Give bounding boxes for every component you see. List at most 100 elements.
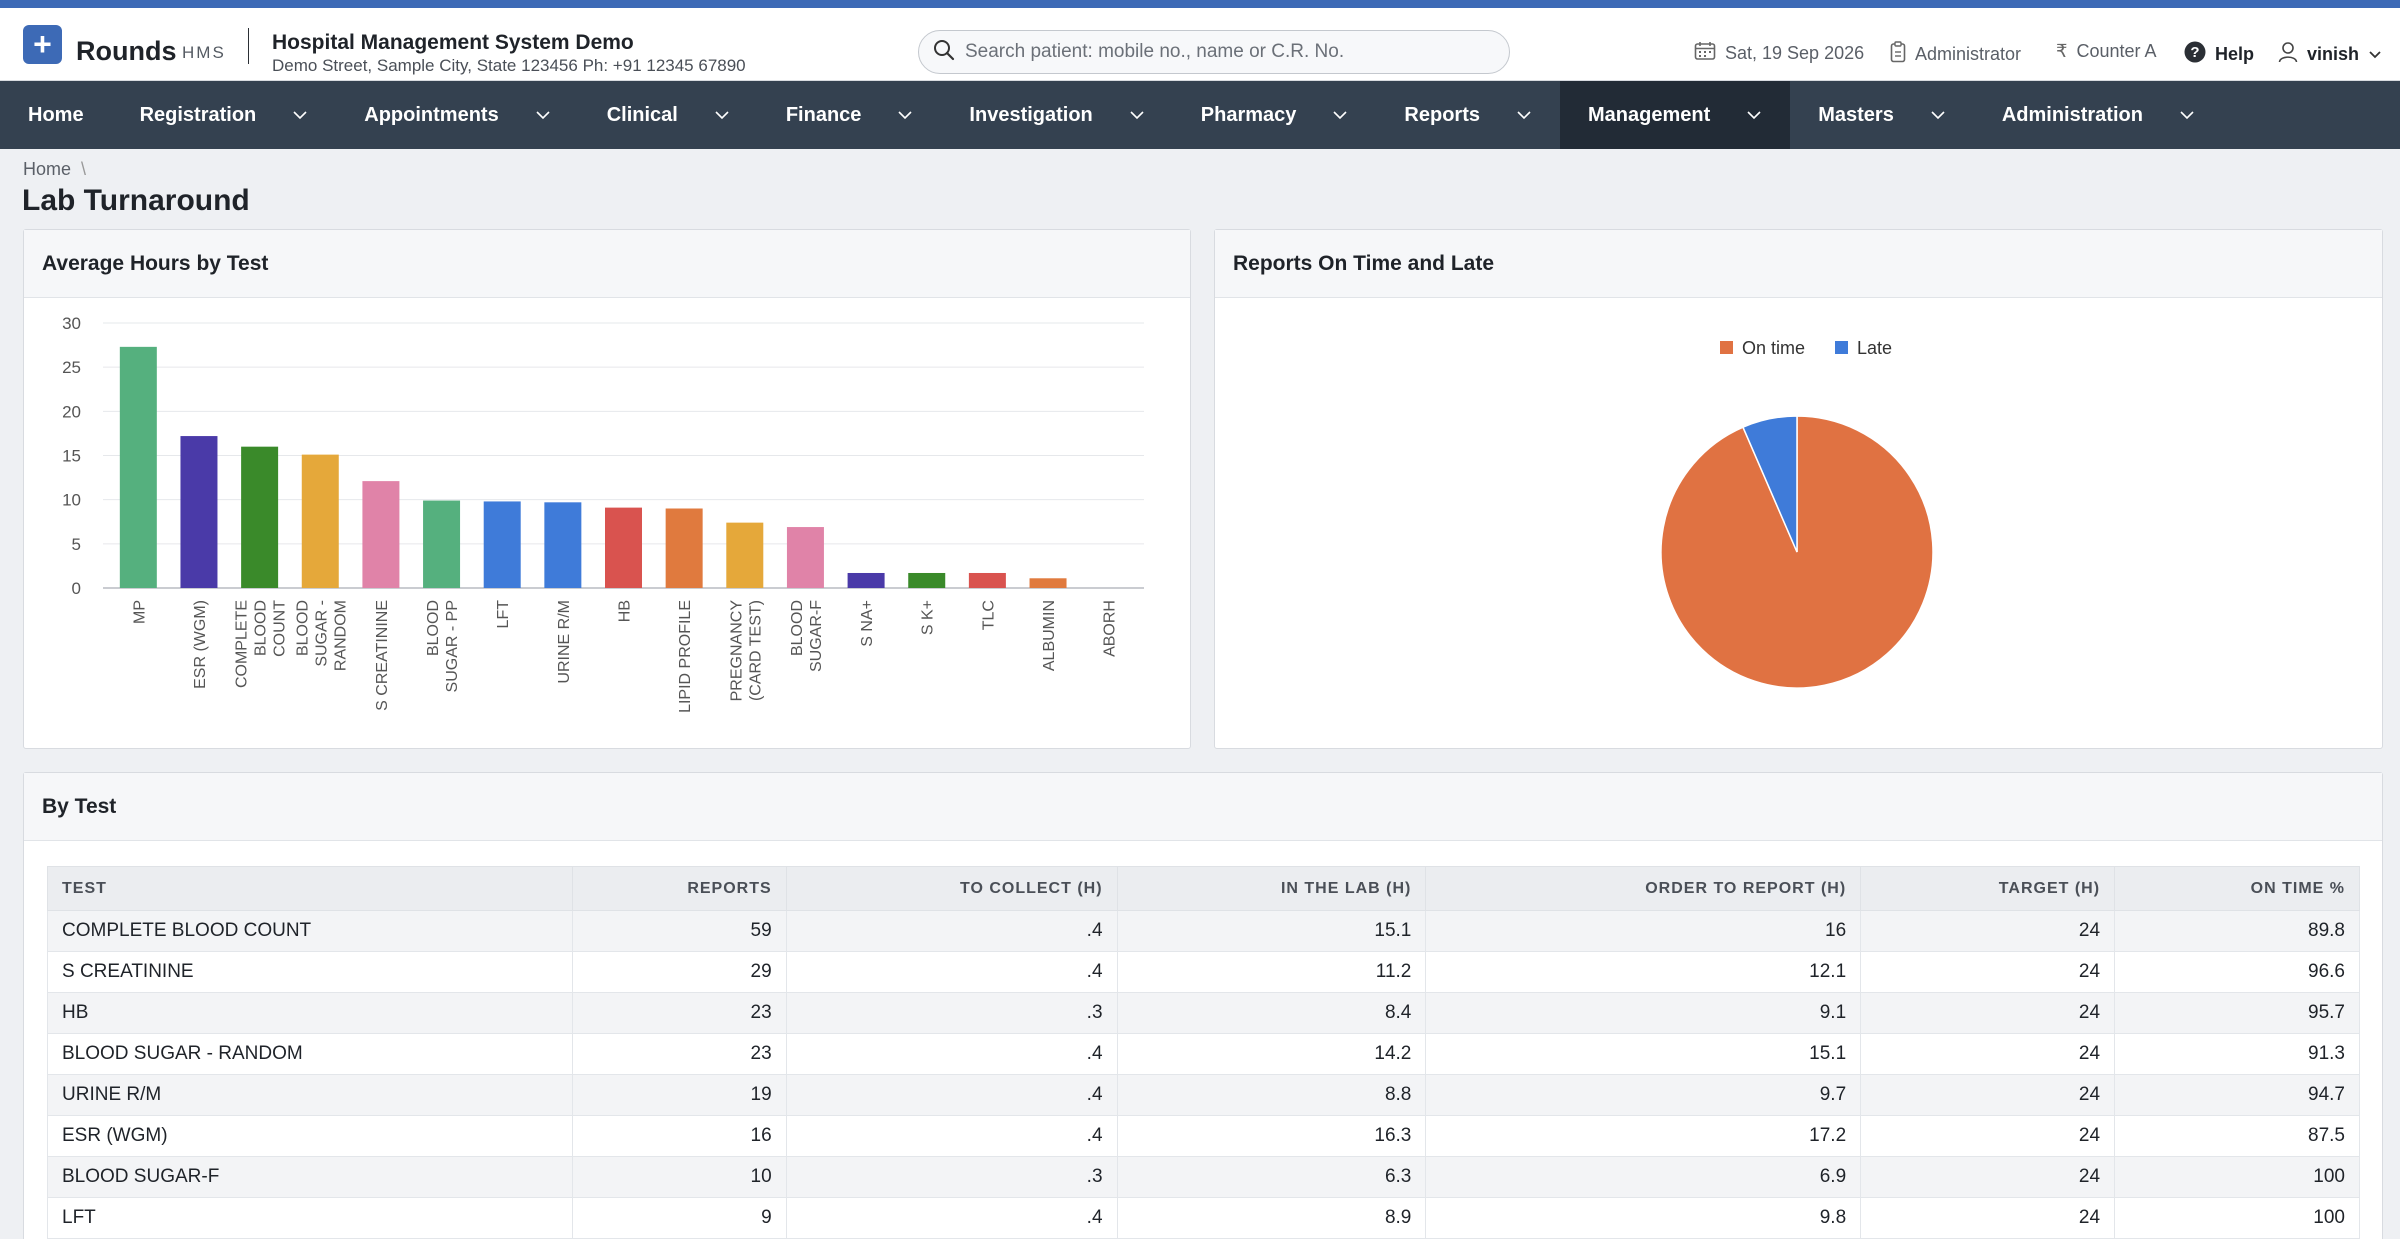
cell-to-collect-h: .4 xyxy=(785,1033,1118,1075)
column-header-test[interactable]: TEST xyxy=(47,866,573,911)
cell-reports: 23 xyxy=(571,992,787,1034)
bar-blood-sugar-random[interactable] xyxy=(301,454,339,588)
cell-order-to-report-h: 16 xyxy=(1425,910,1862,952)
cell-in-the-lab-h: 8.8 xyxy=(1116,1074,1427,1116)
x-tick-label: TLC xyxy=(980,600,997,630)
help-text: Help xyxy=(2215,44,2255,64)
bar-blood-sugar-pp[interactable] xyxy=(423,500,461,588)
bar-blood-sugar-f[interactable] xyxy=(786,527,824,588)
nav-item-label: Administration xyxy=(2001,103,2143,126)
bar-tlc[interactable] xyxy=(968,572,1006,588)
table-body: COMPLETE BLOOD COUNT 59.4 15.1 16 24 89.8 S CR… xyxy=(47,910,2360,1239)
nav-item-home[interactable]: Home xyxy=(0,81,112,149)
nav-item-label: Clinical xyxy=(606,103,678,126)
cell-order-to-report-h: 9.8 xyxy=(1425,1197,1862,1239)
breadcrumb-home[interactable]: Home xyxy=(23,159,72,179)
cell-order-to-report-h: 9.7 xyxy=(1425,1074,1862,1116)
nav-item-investigation[interactable]: Investigation xyxy=(941,81,1172,149)
table-row[interactable]: ESR (WGM) 16.4 16.3 17.2 24 87.5 xyxy=(47,1115,2360,1157)
cell-order-to-report-h: 15.1 xyxy=(1425,1033,1862,1075)
y-tick-label: 15 xyxy=(62,447,81,466)
table-header-row: TEST REPORTS TO COLLECT (H) IN THE LAB (H) O… xyxy=(47,866,2360,911)
cell-on-time: 100 xyxy=(2114,1156,2360,1198)
table-row[interactable]: URINE R/M 19.4 8.8 9.7 24 94.7 xyxy=(47,1074,2360,1116)
user-menu[interactable]: vinish xyxy=(2278,41,2382,68)
chevron-down-icon xyxy=(535,110,551,120)
nav-item-registration[interactable]: Registration xyxy=(112,81,337,149)
bar-mp[interactable] xyxy=(119,346,157,588)
nav-item-pharmacy[interactable]: Pharmacy xyxy=(1173,81,1377,149)
nav-item-administration[interactable]: Administration xyxy=(1974,81,2223,149)
bar-s-na[interactable] xyxy=(847,572,885,588)
table-row[interactable]: COMPLETE BLOOD COUNT 59.4 15.1 16 24 89.8 xyxy=(47,910,2360,952)
cell-on-time: 95.7 xyxy=(2114,992,2360,1034)
bar-hb[interactable] xyxy=(605,507,642,588)
legend-label-late[interactable]: Late xyxy=(1857,338,1892,358)
chevron-down-icon xyxy=(1516,110,1532,120)
cell-to-collect-h: .4 xyxy=(785,1197,1118,1239)
x-tick-label: ALBUMIN xyxy=(1041,600,1058,671)
cell-in-the-lab-h: 16.3 xyxy=(1116,1115,1427,1157)
column-header-in-the-lab-h[interactable]: IN THE LAB (H) xyxy=(1116,866,1427,911)
organization-name: Hospital Management System Demo xyxy=(272,31,634,54)
y-tick-label: 20 xyxy=(62,402,81,421)
cell-on-time: 87.5 xyxy=(2114,1115,2360,1157)
role-selector[interactable]: Administrator xyxy=(1890,41,2021,68)
table-row[interactable]: BLOOD SUGAR-F 10.3 6.3 6.9 24 100 xyxy=(47,1156,2360,1198)
bar-albumin[interactable] xyxy=(1029,578,1067,588)
nav-item-label: Masters xyxy=(1818,103,1894,126)
pie-chart: On time Late xyxy=(1660,338,1934,689)
bar-urine-r-m[interactable] xyxy=(544,502,582,588)
table-row[interactable]: HB 23.3 8.4 9.1 24 95.7 xyxy=(47,992,2360,1034)
column-header-reports[interactable]: REPORTS xyxy=(571,866,787,911)
nav-item-label: Home xyxy=(28,103,84,126)
cell-reports: 19 xyxy=(571,1074,787,1116)
x-tick-label: S K+ xyxy=(920,600,937,635)
cell-in-the-lab-h: 14.2 xyxy=(1116,1033,1427,1075)
bar-s-k[interactable] xyxy=(908,572,946,588)
nav-item-masters[interactable]: Masters xyxy=(1790,81,1974,149)
cell-on-time: 89.8 xyxy=(2114,910,2360,952)
bar-pregnancy-card-test[interactable] xyxy=(726,522,764,588)
user-icon xyxy=(2278,41,2298,68)
svg-text:?: ? xyxy=(2190,44,2199,61)
patient-search[interactable] xyxy=(918,30,1510,74)
cell-target-h: 24 xyxy=(1860,1197,2116,1239)
help-link[interactable]: ? Help xyxy=(2184,41,2254,68)
bar-lft[interactable] xyxy=(483,501,521,588)
table-row[interactable]: S CREATININE 29.4 11.2 12.1 24 96.6 xyxy=(47,951,2360,993)
legend-label-on-time[interactable]: On time xyxy=(1742,338,1805,358)
plus-icon: + xyxy=(33,25,52,62)
column-header-target-h[interactable]: TARGET (H) xyxy=(1860,866,2116,911)
cell-test: BLOOD SUGAR-F xyxy=(47,1156,573,1198)
y-tick-label: 30 xyxy=(62,314,81,333)
nav-item-finance[interactable]: Finance xyxy=(758,81,942,149)
search-input[interactable] xyxy=(965,41,1485,63)
bar-lipid-profile[interactable] xyxy=(665,508,703,589)
counter-selector[interactable]: ₹ Counter A xyxy=(2056,41,2157,62)
pie-slice-late[interactable] xyxy=(1742,415,1798,553)
table-row[interactable]: BLOOD SUGAR - RANDOM 23.4 14.2 15.1 24 91.3 xyxy=(47,1033,2360,1075)
column-header-order-to-report-h[interactable]: ORDER TO REPORT (H) xyxy=(1425,866,1862,911)
table-row[interactable]: LFT 9.4 8.9 9.8 24 100 xyxy=(47,1197,2360,1239)
bar-s-creatinine[interactable] xyxy=(362,481,400,588)
bar-esr-wgm[interactable] xyxy=(180,436,218,588)
cell-in-the-lab-h: 8.9 xyxy=(1116,1197,1427,1239)
nav-item-management[interactable]: Management xyxy=(1559,81,1791,149)
bar-complete-blood-count[interactable] xyxy=(241,446,279,588)
nav-item-label: Reports xyxy=(1404,103,1480,126)
cell-order-to-report-h: 9.1 xyxy=(1425,992,1862,1034)
cell-to-collect-h: .4 xyxy=(785,1074,1118,1116)
column-header-on-time[interactable]: ON TIME % xyxy=(2114,866,2360,911)
column-header-to-collect-h[interactable]: TO COLLECT (H) xyxy=(785,866,1118,911)
nav-item-reports[interactable]: Reports xyxy=(1376,81,1560,149)
date-display[interactable]: Sat, 19 Sep 2026 xyxy=(1694,41,1864,66)
cell-to-collect-h: .4 xyxy=(785,1115,1118,1157)
chevron-down-icon xyxy=(1746,110,1762,120)
y-tick-label: 10 xyxy=(62,491,81,510)
chevron-down-icon xyxy=(2179,110,2195,120)
legend-swatch-late xyxy=(1835,341,1848,354)
app-logo[interactable]: + xyxy=(23,25,62,64)
nav-item-appointments[interactable]: Appointments xyxy=(336,81,578,149)
nav-item-clinical[interactable]: Clinical xyxy=(579,81,758,149)
